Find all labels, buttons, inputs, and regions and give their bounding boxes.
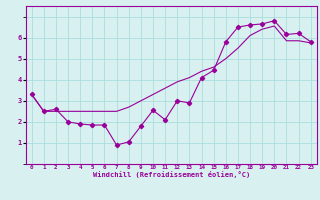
X-axis label: Windchill (Refroidissement éolien,°C): Windchill (Refroidissement éolien,°C) [92, 171, 250, 178]
